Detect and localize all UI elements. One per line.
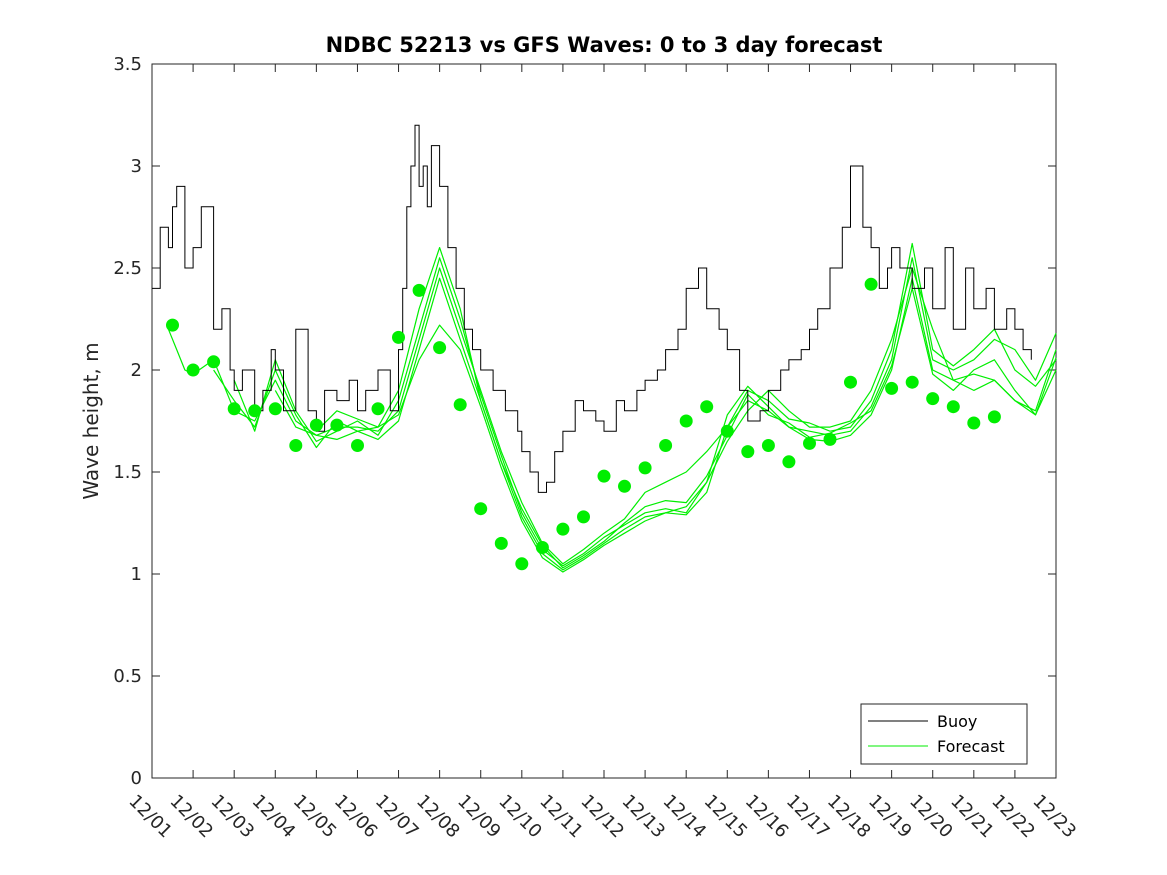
legend-forecast-label: Forecast: [937, 737, 1005, 756]
forecast-line-1: [167, 267, 1057, 565]
y-axis: 0 0.5 1 1.5 2 2.5 3 3.5: [113, 54, 1056, 789]
chart-title: NDBC 52213 vs GFS Waves: 0 to 3 day fore…: [326, 33, 883, 57]
forecast-point: [679, 414, 693, 428]
forecast-point: [330, 418, 344, 432]
forecast-point: [186, 363, 200, 377]
forecast-point: [535, 541, 549, 554]
forecast-point: [289, 439, 303, 452]
forecast-point: [638, 461, 652, 475]
forecast-point: [556, 522, 570, 536]
legend: Buoy Forecast: [860, 703, 1028, 765]
forecast-point: [392, 330, 405, 344]
forecast-point: [268, 402, 282, 416]
forecast-point: [515, 557, 529, 571]
forecast-point: [905, 375, 919, 389]
forecast-line-4: [213, 277, 1057, 569]
series-layer: [152, 124, 1057, 573]
forecast-point: [309, 418, 323, 432]
y-tick-label: 3: [131, 156, 142, 177]
legend-box: [860, 703, 1028, 765]
forecast-line-2: [233, 257, 1057, 567]
forecast-point: [412, 283, 426, 297]
buoy-line: [152, 124, 1032, 493]
forecast-point: [474, 502, 488, 516]
forecast-point: [597, 469, 611, 483]
forecast-point: [782, 455, 796, 469]
forecast-point: [987, 410, 1001, 424]
forecast-line-5: [315, 267, 1057, 573]
forecast-point: [823, 432, 837, 446]
forecast-point: [967, 416, 981, 430]
forecast-point: [700, 400, 714, 414]
y-axis-label: Wave height, m: [79, 342, 103, 499]
forecast-point: [207, 355, 221, 369]
y-tick-label: 1.5: [113, 462, 142, 483]
forecast-point: [453, 398, 467, 412]
forecast-point: [351, 439, 364, 452]
forecast-point: [659, 439, 673, 452]
forecast-point: [844, 375, 857, 389]
forecast-point: [433, 341, 447, 355]
forecast-point: [885, 381, 899, 395]
forecast-point: [618, 479, 631, 493]
forecast-point: [371, 402, 385, 416]
forecast-point: [248, 404, 262, 418]
y-tick-label: 2: [131, 360, 142, 381]
forecast-point: [166, 318, 179, 332]
forecast-point: [761, 439, 775, 452]
forecast-point: [577, 510, 590, 524]
forecast-point: [720, 424, 734, 438]
forecast-point: [946, 400, 960, 414]
forecast-point: [494, 536, 508, 550]
forecast-point: [926, 392, 940, 406]
y-tick-label: 0: [131, 768, 142, 789]
forecast-point: [864, 277, 878, 291]
y-tick-label: 2.5: [113, 258, 142, 279]
forecast-point: [803, 436, 816, 450]
y-tick-label: 1: [131, 564, 142, 585]
y-tick-label: 3.5: [113, 54, 142, 75]
legend-buoy-label: Buoy: [937, 712, 977, 731]
y-tick-label: 0.5: [113, 666, 142, 687]
forecast-point: [741, 445, 755, 459]
forecast-point: [227, 402, 241, 416]
